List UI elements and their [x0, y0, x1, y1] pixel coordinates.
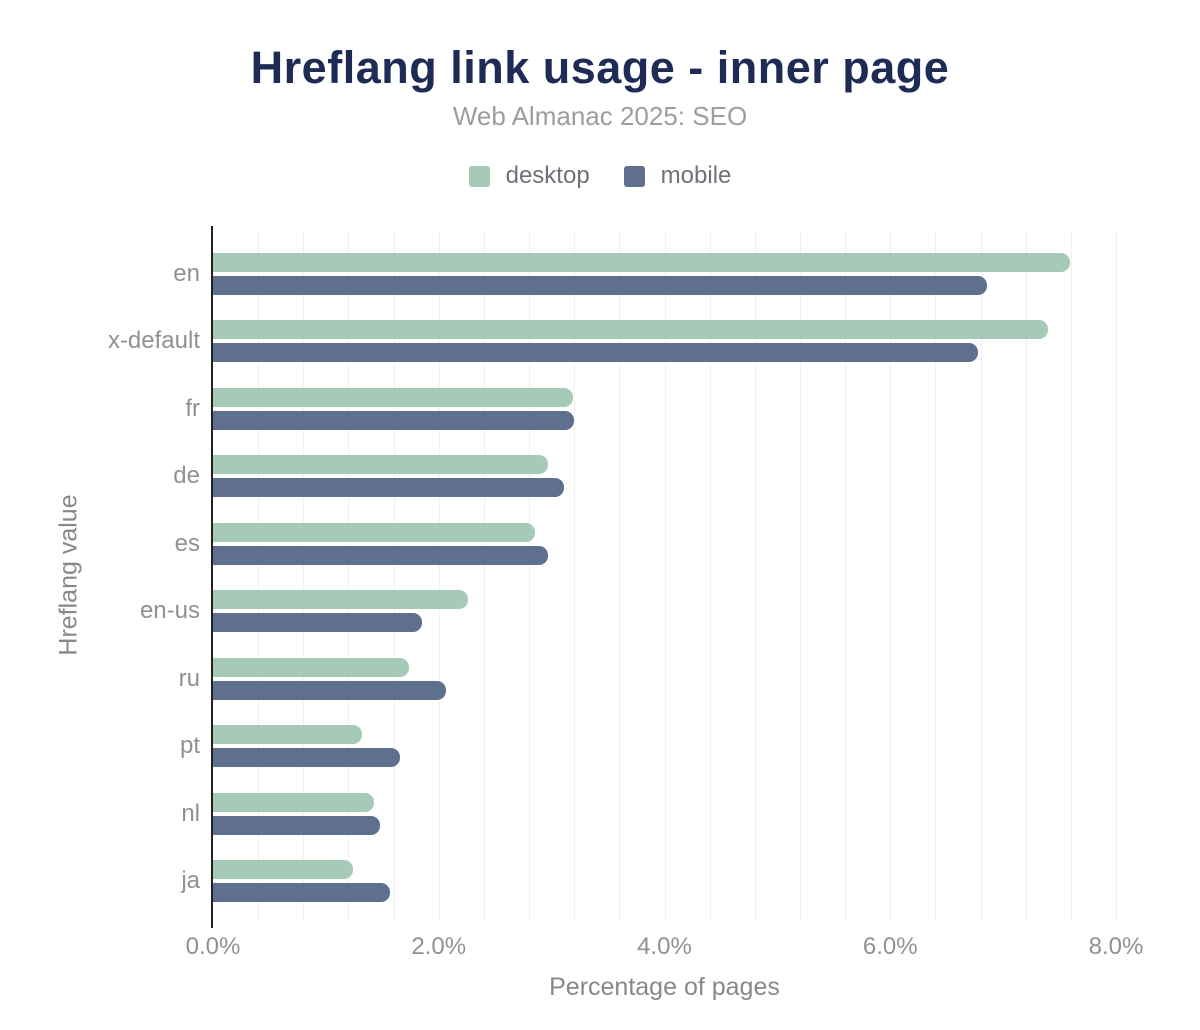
legend-label-mobile: mobile	[660, 162, 732, 189]
x-tick-label: 2.0%	[411, 933, 467, 960]
category-label-ja: ja	[181, 867, 200, 895]
gridline	[754, 230, 756, 920]
x-tick-label: 8.0%	[1088, 933, 1144, 960]
legend-item-mobile[interactable]: mobile	[623, 162, 732, 190]
chart-row-pt	[213, 713, 1116, 781]
gridline	[1070, 230, 1072, 920]
chart-row-de	[213, 443, 1116, 511]
plot-area	[211, 226, 1117, 928]
legend-swatch-mobile	[623, 165, 645, 187]
legend-item-desktop[interactable]: desktop	[468, 162, 590, 190]
gridline	[393, 230, 395, 920]
gridline	[348, 230, 350, 920]
x-tick-label: 0.0%	[185, 933, 241, 960]
bar-rows	[213, 230, 1116, 920]
gridline	[1025, 230, 1027, 920]
category-label-fr: fr	[185, 394, 200, 422]
bar-desktop-x-default[interactable]	[213, 320, 1049, 340]
x-axis-title: Percentage of pages	[549, 973, 780, 1001]
gridline	[483, 230, 485, 920]
category-label-en: en	[173, 259, 200, 287]
x-axis-tick-labels: 0.0% 2.0% 4.0% 6.0% 8.0%	[186, 933, 1144, 963]
chart-title: Hreflang link usage - inner page	[250, 42, 950, 93]
gridline	[935, 230, 937, 920]
gridline	[303, 230, 305, 920]
legend: desktop mobile	[0, 162, 1200, 190]
gridline	[1116, 230, 1117, 920]
bar-mobile-nl[interactable]	[213, 815, 381, 835]
x-tick-label: 4.0%	[637, 933, 692, 960]
category-label-es: es	[174, 529, 200, 557]
bar-desktop-ja[interactable]	[213, 860, 353, 880]
category-label-de: de	[173, 462, 200, 490]
bar-desktop-de[interactable]	[213, 455, 549, 475]
gridline	[619, 230, 621, 920]
legend-label-desktop: desktop	[505, 162, 590, 189]
gridline	[709, 230, 711, 920]
bar-mobile-ru[interactable]	[213, 680, 446, 700]
chart-row-nl	[213, 780, 1116, 848]
bar-mobile-de[interactable]	[213, 478, 565, 498]
chart-row-ja	[213, 848, 1116, 916]
chart-row-en	[213, 240, 1116, 308]
gridline	[574, 230, 576, 920]
gridline	[664, 230, 666, 920]
bar-mobile-x-default[interactable]	[213, 343, 979, 363]
gridline	[258, 230, 260, 920]
bar-desktop-pt[interactable]	[213, 725, 362, 745]
bar-desktop-nl[interactable]	[213, 792, 375, 812]
y-axis-line	[211, 226, 213, 928]
bar-mobile-fr[interactable]	[213, 410, 575, 430]
bar-desktop-ru[interactable]	[213, 657, 410, 677]
category-label-en-us: en-us	[139, 597, 200, 625]
legend-swatch-desktop	[468, 165, 490, 187]
bar-desktop-fr[interactable]	[213, 387, 574, 407]
category-label-nl: nl	[181, 799, 200, 827]
bar-mobile-ja[interactable]	[213, 883, 391, 903]
category-label-x-default: x-default	[107, 327, 200, 355]
y-axis-category-labels: en x-default fr de es en-us ru pt nl ja	[0, 230, 200, 920]
x-tick-label: 6.0%	[862, 933, 918, 960]
bar-mobile-en-us[interactable]	[213, 613, 422, 633]
bar-mobile-en[interactable]	[213, 275, 988, 295]
bar-mobile-es[interactable]	[213, 545, 549, 565]
bar-mobile-pt[interactable]	[213, 748, 401, 768]
chart-subtitle: Web Almanac 2025: SEO	[452, 101, 748, 131]
chart-row-fr	[213, 375, 1116, 443]
gridline	[980, 230, 982, 920]
chart-row-es	[213, 510, 1116, 578]
gridline	[438, 230, 440, 920]
chart-row-x-default	[213, 308, 1116, 376]
category-label-pt: pt	[179, 732, 200, 760]
bar-desktop-en[interactable]	[213, 252, 1070, 272]
bar-desktop-es[interactable]	[213, 522, 535, 542]
bar-desktop-en-us[interactable]	[213, 590, 469, 610]
chart-row-en-us	[213, 578, 1116, 646]
gridline	[799, 230, 801, 920]
gridline	[890, 230, 892, 920]
chart-row-ru	[213, 645, 1116, 713]
gridline	[529, 230, 531, 920]
gridline	[845, 230, 847, 920]
category-label-ru: ru	[178, 664, 200, 692]
